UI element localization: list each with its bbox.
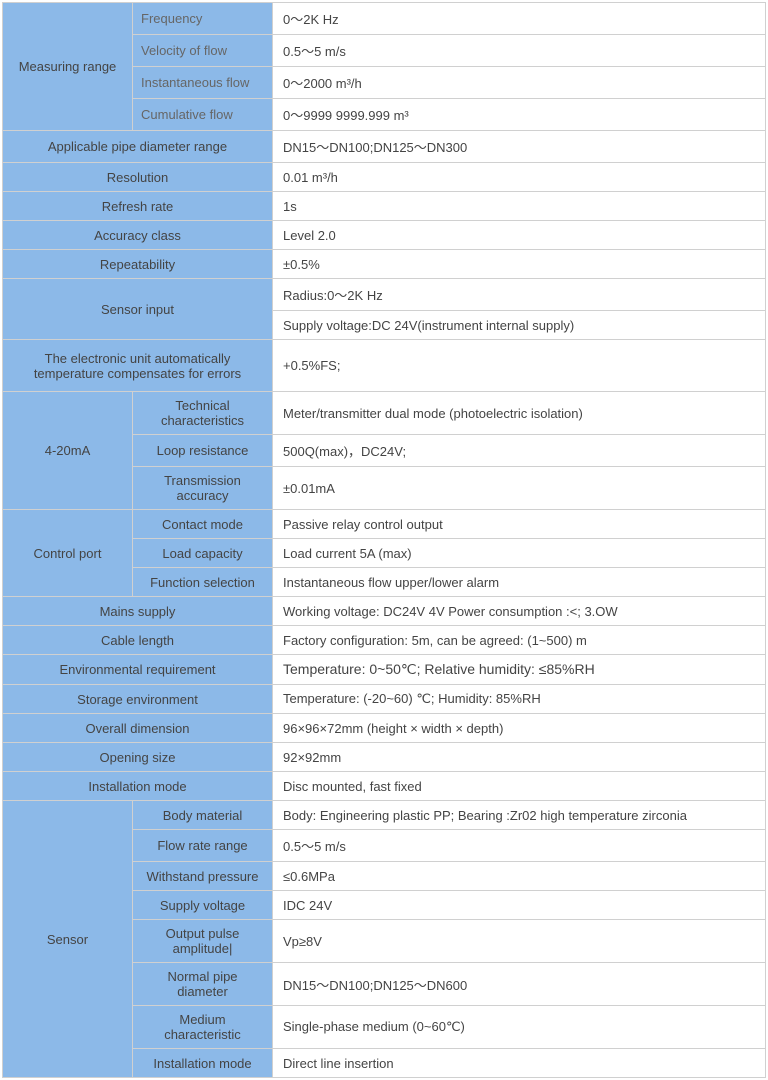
table-row: Accuracy class Level 2.0: [3, 221, 766, 250]
cell-accuracy: Accuracy class: [3, 221, 273, 250]
cell-sensor-input-v1: Radius:0～2K Hz: [273, 279, 766, 311]
cell-velocity-value: 0.5～5 m/s: [273, 35, 766, 67]
cell-4-20ma: 4-20mA: [3, 392, 133, 510]
cell-overall: Overall dimension: [3, 714, 273, 743]
cell-tech-char-value: Meter/transmitter dual mode (photoelectr…: [273, 392, 766, 435]
cell-mains-value: Working voltage: DC24V 4V Power consumpt…: [273, 597, 766, 626]
table-row: Sensor Body material Body: Engineering p…: [3, 801, 766, 830]
cell-refresh-value: 1s: [273, 192, 766, 221]
cell-repeat: Repeatability: [3, 250, 273, 279]
cell-pulse-value: Vp≥8V: [273, 920, 766, 963]
table-row: Mains supply Working voltage: DC24V 4V P…: [3, 597, 766, 626]
table-row: Environmental requirement Temperature: 0…: [3, 655, 766, 685]
cell-sensor: Sensor: [3, 801, 133, 1078]
cell-install-value: Disc mounted, fast fixed: [273, 772, 766, 801]
cell-trans-acc-value: ±0.01mA: [273, 467, 766, 510]
cell-resolution-value: 0.01 m³/h: [273, 163, 766, 192]
table-row: Control port Contact mode Passive relay …: [3, 510, 766, 539]
table-row: Applicable pipe diameter range DN15～DN10…: [3, 131, 766, 163]
cell-resolution: Resolution: [3, 163, 273, 192]
cell-cum-flow-value: 0～9999 9999.999 m³: [273, 99, 766, 131]
cell-pipe-range-value: DN15～DN100;DN125～DN300: [273, 131, 766, 163]
cell-accuracy-value: Level 2.0: [273, 221, 766, 250]
cell-pipe-range: Applicable pipe diameter range: [3, 131, 273, 163]
cell-temp-comp: The electronic unit automatically temper…: [3, 340, 273, 392]
cell-withstand: Withstand pressure: [133, 862, 273, 891]
table-row: Installation mode Disc mounted, fast fix…: [3, 772, 766, 801]
table-row: Storage environment Temperature: (-20~60…: [3, 685, 766, 714]
table-row: The electronic unit automatically temper…: [3, 340, 766, 392]
cell-medium-value: Single-phase medium (0~60℃): [273, 1006, 766, 1049]
cell-env-req-value: Temperature: 0~50℃; Relative humidity: ≤…: [273, 655, 766, 685]
table-row: 4-20mA Technical characteristics Meter/t…: [3, 392, 766, 435]
cell-opening-value: 92×92mm: [273, 743, 766, 772]
cell-install2: Installation mode: [133, 1049, 273, 1078]
cell-overall-value: 96×96×72mm (height × width × depth): [273, 714, 766, 743]
table-row: Refresh rate 1s: [3, 192, 766, 221]
cell-temp-comp-value: +0.5%FS;: [273, 340, 766, 392]
cell-install2-value: Direct line insertion: [273, 1049, 766, 1078]
cell-frequency-value: 0～2K Hz: [273, 3, 766, 35]
cell-normal-pipe: Normal pipe diameter: [133, 963, 273, 1006]
spec-table: Measuring range Frequency 0～2K Hz Veloci…: [2, 2, 766, 1078]
cell-storage-value: Temperature: (-20~60) ℃; Humidity: 85%RH: [273, 685, 766, 714]
table-row: Repeatability ±0.5%: [3, 250, 766, 279]
table-row: Resolution 0.01 m³/h: [3, 163, 766, 192]
cell-pulse: Output pulse amplitude|: [133, 920, 273, 963]
cell-env-req: Environmental requirement: [3, 655, 273, 685]
cell-velocity: Velocity of flow: [133, 35, 273, 67]
cell-opening: Opening size: [3, 743, 273, 772]
cell-body-mat-value: Body: Engineering plastic PP; Bearing :Z…: [273, 801, 766, 830]
cell-contact-mode-value: Passive relay control output: [273, 510, 766, 539]
cell-contact-mode: Contact mode: [133, 510, 273, 539]
cell-supply-v-value: IDC 24V: [273, 891, 766, 920]
table-row: Overall dimension 96×96×72mm (height × w…: [3, 714, 766, 743]
cell-withstand-value: ≤0.6MPa: [273, 862, 766, 891]
table-row: Cable length Factory configuration: 5m, …: [3, 626, 766, 655]
cell-func-sel: Function selection: [133, 568, 273, 597]
cell-medium: Medium characteristic: [133, 1006, 273, 1049]
cell-flow-range: Flow rate range: [133, 830, 273, 862]
cell-cum-flow: Cumulative flow: [133, 99, 273, 131]
cell-install: Installation mode: [3, 772, 273, 801]
table-row: Opening size 92×92mm: [3, 743, 766, 772]
cell-supply-v: Supply voltage: [133, 891, 273, 920]
cell-inst-flow: Instantaneous flow: [133, 67, 273, 99]
cell-load-cap-value: Load current 5A (max): [273, 539, 766, 568]
cell-frequency: Frequency: [133, 3, 273, 35]
cell-mains: Mains supply: [3, 597, 273, 626]
cell-loop-res-value: 500Q(max)，DC24V;: [273, 435, 766, 467]
cell-repeat-value: ±0.5%: [273, 250, 766, 279]
table-row: Measuring range Frequency 0～2K Hz: [3, 3, 766, 35]
cell-sensor-input-v2: Supply voltage:DC 24V(instrument interna…: [273, 311, 766, 340]
cell-loop-res: Loop resistance: [133, 435, 273, 467]
cell-func-sel-value: Instantaneous flow upper/lower alarm: [273, 568, 766, 597]
cell-refresh: Refresh rate: [3, 192, 273, 221]
cell-control-port: Control port: [3, 510, 133, 597]
cell-sensor-input: Sensor input: [3, 279, 273, 340]
table-row: Sensor input Radius:0～2K Hz: [3, 279, 766, 311]
cell-cable-value: Factory configuration: 5m, can be agreed…: [273, 626, 766, 655]
cell-inst-flow-value: 0～2000 m³/h: [273, 67, 766, 99]
cell-trans-acc: Transmission accuracy: [133, 467, 273, 510]
cell-measuring-range: Measuring range: [3, 3, 133, 131]
cell-body-mat: Body material: [133, 801, 273, 830]
cell-load-cap: Load capacity: [133, 539, 273, 568]
cell-cable: Cable length: [3, 626, 273, 655]
cell-tech-char: Technical characteristics: [133, 392, 273, 435]
cell-flow-range-value: 0.5～5 m/s: [273, 830, 766, 862]
cell-normal-pipe-value: DN15～DN100;DN125～DN600: [273, 963, 766, 1006]
cell-storage: Storage environment: [3, 685, 273, 714]
